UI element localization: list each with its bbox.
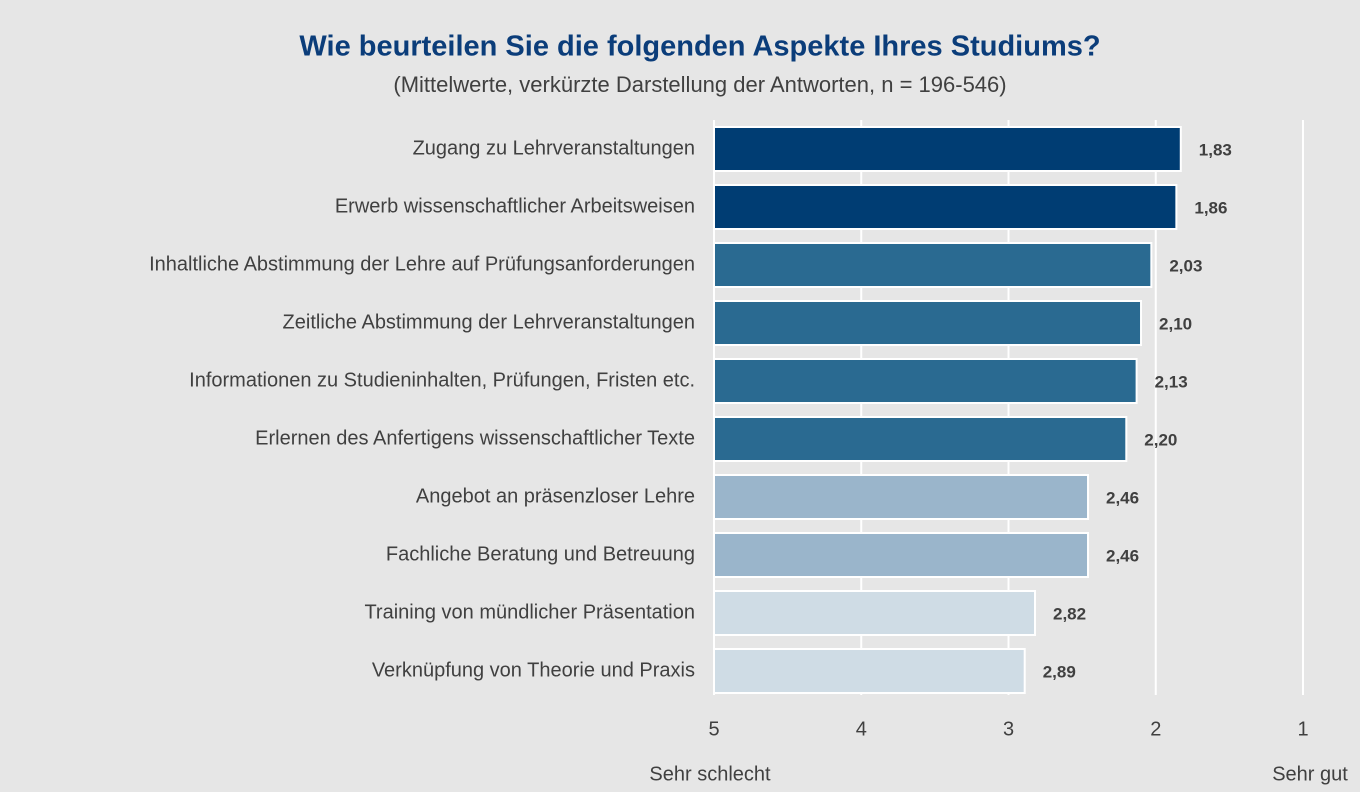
data-label: 1,86 [1194, 198, 1227, 217]
x-tick-label: 2 [1150, 718, 1161, 740]
bar [713, 184, 1178, 230]
y-tick-label: Informationen zu Studieninhalten, Prüfun… [189, 369, 695, 391]
data-label: 1,83 [1199, 140, 1232, 159]
y-tick-label: Erwerb wissenschaftlicher Arbeitsweisen [335, 195, 695, 217]
y-tick-label: Zugang zu Lehrveranstaltungen [413, 137, 695, 159]
x-tick-label: 3 [1003, 718, 1014, 740]
bar [713, 300, 1143, 346]
bar [713, 532, 1090, 578]
x-tick-label: 4 [856, 718, 867, 740]
y-tick-label: Verknüpfung von Theorie und Praxis [372, 659, 695, 681]
y-tick-label: Fachliche Beratung und Betreuung [386, 543, 695, 565]
axis-left-label: Sehr schlecht [649, 763, 771, 785]
y-tick-label: Inhaltliche Abstimmung der Lehre auf Prü… [149, 253, 695, 275]
bar [713, 242, 1153, 288]
x-tick-label: 1 [1297, 718, 1308, 740]
data-label: 2,13 [1155, 372, 1188, 391]
chart-title: Wie beurteilen Sie die folgenden Aspekte… [299, 31, 1100, 63]
bar [713, 474, 1090, 520]
bar [713, 590, 1037, 636]
data-label: 2,46 [1106, 488, 1139, 507]
chart-subtitle: (Mittelwerte, verkürzte Darstellung der … [393, 72, 1006, 97]
axis-right-label: Sehr gut [1272, 763, 1348, 785]
bar [713, 648, 1026, 694]
y-tick-label: Angebot an präsenzloser Lehre [416, 485, 695, 507]
y-tick-label: Training von mündlicher Präsentation [364, 601, 695, 623]
data-label: 2,10 [1159, 314, 1192, 333]
bar [713, 358, 1138, 404]
data-label: 2,46 [1106, 546, 1139, 565]
data-label: 2,82 [1053, 604, 1086, 623]
y-tick-label: Zeitliche Abstimmung der Lehrveranstaltu… [283, 311, 695, 333]
x-tick-label: 5 [708, 718, 719, 740]
data-label: 2,20 [1144, 430, 1177, 449]
bar [713, 416, 1128, 462]
data-label: 2,89 [1043, 662, 1076, 681]
bar [713, 126, 1182, 172]
y-tick-label: Erlernen des Anfertigens wissenschaftlic… [255, 427, 695, 449]
data-label: 2,03 [1169, 256, 1202, 275]
